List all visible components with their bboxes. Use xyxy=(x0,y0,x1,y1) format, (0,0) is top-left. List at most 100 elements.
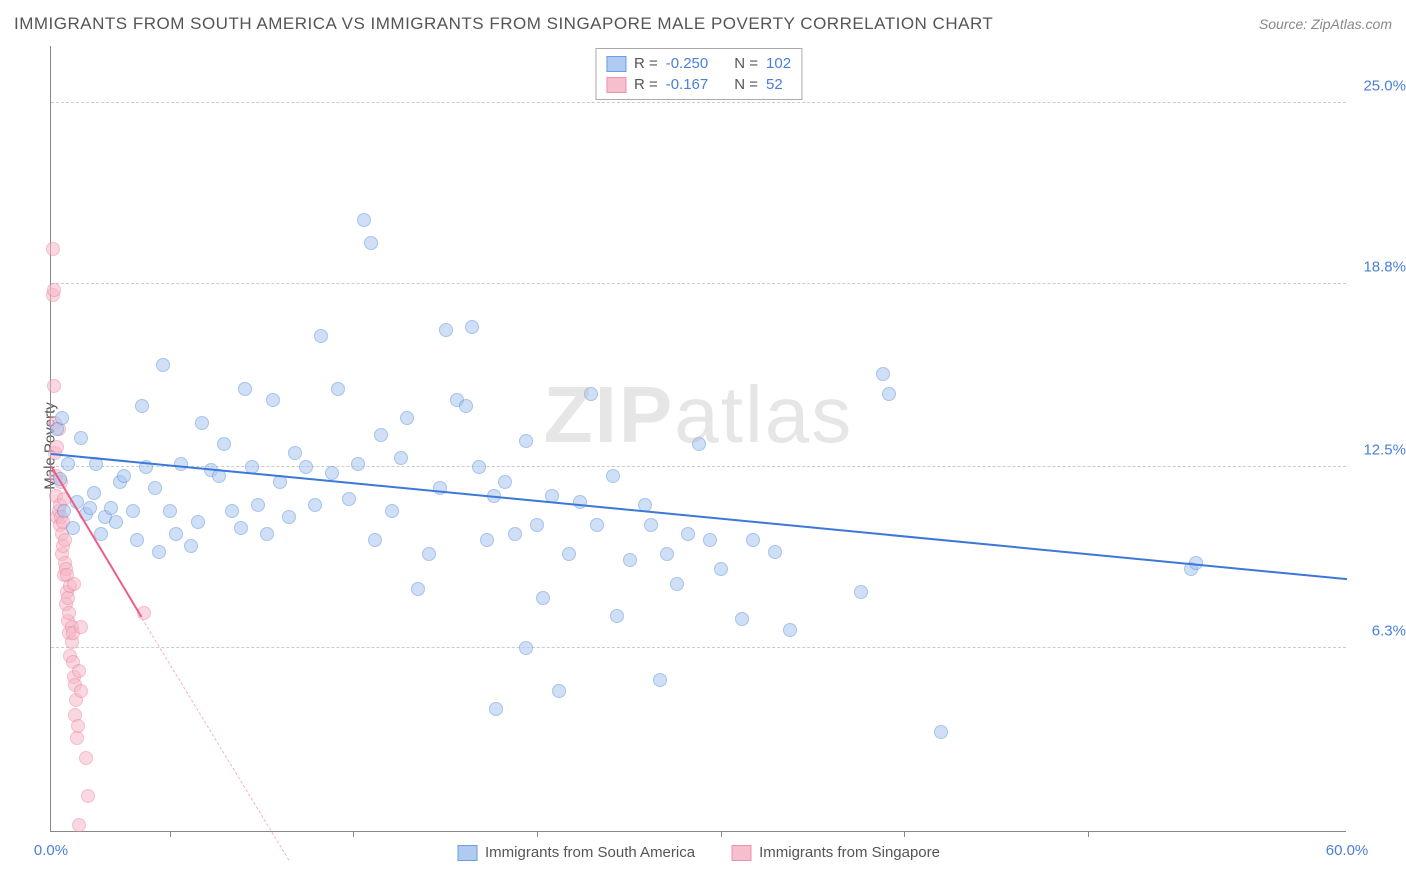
data-point xyxy=(299,460,313,474)
data-point xyxy=(584,387,598,401)
data-point xyxy=(472,460,486,474)
trend-line xyxy=(51,453,1347,580)
stats-row: R = -0.250 N = 102 xyxy=(606,53,791,74)
data-point xyxy=(72,664,86,678)
data-point xyxy=(400,411,414,425)
gridline xyxy=(51,283,1346,284)
data-point xyxy=(71,719,85,733)
data-point xyxy=(126,504,140,518)
data-point xyxy=(72,818,86,832)
data-point xyxy=(422,547,436,561)
data-point xyxy=(234,521,248,535)
x-tick xyxy=(1088,831,1089,837)
data-point xyxy=(74,684,88,698)
data-point xyxy=(606,469,620,483)
legend-item: Immigrants from South America xyxy=(457,844,695,861)
data-point xyxy=(459,399,473,413)
data-point xyxy=(768,545,782,559)
data-point xyxy=(109,515,123,529)
data-point xyxy=(882,387,896,401)
data-point xyxy=(225,504,239,518)
stats-row: R = -0.167 N = 52 xyxy=(606,74,791,95)
data-point xyxy=(238,382,252,396)
data-point xyxy=(714,562,728,576)
swatch-series-1 xyxy=(457,845,477,861)
swatch-series-2 xyxy=(731,845,751,861)
data-point xyxy=(465,320,479,334)
r-label: R = xyxy=(634,55,658,72)
data-point xyxy=(411,582,425,596)
data-point xyxy=(81,789,95,803)
data-point xyxy=(385,504,399,518)
legend-label-2: Immigrants from Singapore xyxy=(759,844,940,861)
data-point xyxy=(623,553,637,567)
data-point xyxy=(74,620,88,634)
data-point xyxy=(117,469,131,483)
data-point xyxy=(681,527,695,541)
data-point xyxy=(610,609,624,623)
data-point xyxy=(79,751,93,765)
data-point xyxy=(217,437,231,451)
y-tick-label: 6.3% xyxy=(1372,622,1406,639)
data-point xyxy=(163,504,177,518)
trend-line xyxy=(141,618,289,860)
data-point xyxy=(83,501,97,515)
r-label: R = xyxy=(634,76,658,93)
x-max-label: 60.0% xyxy=(1326,842,1369,859)
data-point xyxy=(314,329,328,343)
data-point xyxy=(653,673,667,687)
n-label: N = xyxy=(734,55,758,72)
data-point xyxy=(55,411,69,425)
n-value-1: 102 xyxy=(766,55,791,72)
data-point xyxy=(266,393,280,407)
data-point xyxy=(692,437,706,451)
x-tick xyxy=(904,831,905,837)
data-point xyxy=(260,527,274,541)
data-point xyxy=(530,518,544,532)
x-tick xyxy=(353,831,354,837)
source-attribution: Source: ZipAtlas.com xyxy=(1259,16,1392,32)
x-tick xyxy=(170,831,171,837)
data-point xyxy=(191,515,205,529)
y-tick-label: 25.0% xyxy=(1363,78,1406,95)
data-point xyxy=(156,358,170,372)
data-point xyxy=(66,521,80,535)
x-tick xyxy=(721,831,722,837)
y-tick-label: 12.5% xyxy=(1363,442,1406,459)
legend: Immigrants from South America Immigrants… xyxy=(457,844,940,861)
data-point xyxy=(148,481,162,495)
data-point xyxy=(195,416,209,430)
r-value-2: -0.167 xyxy=(666,76,709,93)
legend-item: Immigrants from Singapore xyxy=(731,844,940,861)
x-min-label: 0.0% xyxy=(34,842,68,859)
data-point xyxy=(876,367,890,381)
data-point xyxy=(703,533,717,547)
data-point xyxy=(184,539,198,553)
plot-area: ZIPatlas R = -0.250 N = 102 R = -0.167 N… xyxy=(50,46,1346,832)
data-point xyxy=(47,283,61,297)
n-value-2: 52 xyxy=(766,76,783,93)
data-point xyxy=(342,492,356,506)
data-point xyxy=(282,510,296,524)
data-point xyxy=(498,475,512,489)
swatch-series-2 xyxy=(606,77,626,93)
data-point xyxy=(590,518,604,532)
data-point xyxy=(57,504,71,518)
data-point xyxy=(735,612,749,626)
data-point xyxy=(562,547,576,561)
data-point xyxy=(288,446,302,460)
gridline xyxy=(51,102,1346,103)
data-point xyxy=(536,591,550,605)
data-point xyxy=(670,577,684,591)
data-point xyxy=(351,457,365,471)
r-value-1: -0.250 xyxy=(666,55,709,72)
data-point xyxy=(644,518,658,532)
data-point xyxy=(169,527,183,541)
data-point xyxy=(552,684,566,698)
data-point xyxy=(331,382,345,396)
legend-label-1: Immigrants from South America xyxy=(485,844,695,861)
data-point xyxy=(62,606,76,620)
data-point xyxy=(934,725,948,739)
data-point xyxy=(46,242,60,256)
data-point xyxy=(489,702,503,716)
